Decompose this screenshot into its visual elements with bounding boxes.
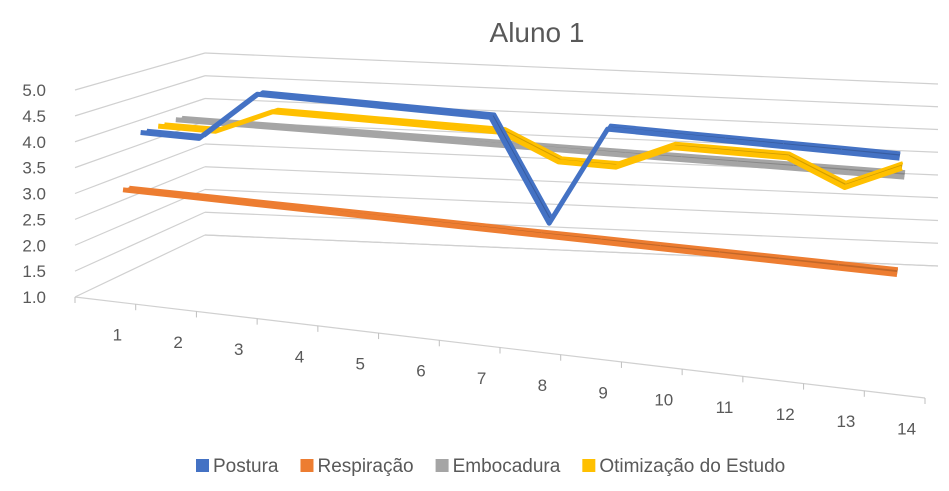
legend-swatch xyxy=(300,459,313,472)
x-tick-label: 3 xyxy=(234,340,243,359)
y-tick-label: 5.0 xyxy=(22,81,46,100)
legend-item: Respiração xyxy=(300,456,413,477)
gridline-side xyxy=(75,144,205,194)
x-tick-label: 10 xyxy=(654,391,673,410)
legend-label: Embocadura xyxy=(453,456,561,477)
x-tick-label: 6 xyxy=(416,362,425,381)
legend-item: Embocadura xyxy=(436,456,561,477)
y-tick-label: 1.0 xyxy=(22,288,46,307)
gridline-side xyxy=(75,76,205,116)
y-tick-label: 2.0 xyxy=(22,236,46,255)
grid-layer xyxy=(75,53,938,398)
legend-item: Postura xyxy=(196,456,279,477)
x-tick-label: 12 xyxy=(776,405,795,424)
y-tick-label: 1.5 xyxy=(22,262,46,281)
y-tick-label: 3.0 xyxy=(22,185,46,204)
gridline-back xyxy=(205,190,938,221)
legend-label: Respiração xyxy=(317,456,413,477)
x-tick-label: 1 xyxy=(113,326,122,345)
gridline-side xyxy=(75,235,205,297)
series-respira-o xyxy=(123,187,898,274)
legend-label: Postura xyxy=(213,456,279,477)
gridline-side xyxy=(75,53,205,90)
series-layer xyxy=(123,92,905,275)
legend-item: Otimização do Estudo xyxy=(582,456,785,477)
x-tick-label: 11 xyxy=(716,398,734,417)
x-tick-label: 7 xyxy=(477,369,486,388)
y-tick-label: 4.0 xyxy=(22,133,46,152)
y-tick-label: 2.5 xyxy=(22,210,46,229)
legend-swatch xyxy=(436,459,449,472)
x-tick-label: 14 xyxy=(897,419,916,438)
legend-swatch xyxy=(196,459,209,472)
legend: Postura Respiração Embocadura Otimização do… xyxy=(196,456,785,477)
y-tick-label: 4.5 xyxy=(22,107,46,126)
x-tick-label: 4 xyxy=(295,347,304,366)
gridline-back xyxy=(205,53,938,84)
x-tick-label: 8 xyxy=(538,376,547,395)
x-tick-label: 5 xyxy=(355,354,364,373)
y-axis-ticks: 1.0 1.5 2.0 2.5 3.0 3.5 4.0 4.5 5.0 xyxy=(22,81,46,307)
x-tick-label: 2 xyxy=(173,333,182,352)
legend-swatch xyxy=(582,459,595,472)
series-line-top xyxy=(129,187,898,269)
chart-title: Aluno 1 xyxy=(490,17,585,48)
gridline-side xyxy=(75,212,205,271)
y-tick-label: 3.5 xyxy=(22,159,46,178)
x-tick-label: 13 xyxy=(836,412,855,431)
x-tick-label: 9 xyxy=(598,383,607,402)
legend-label: Otimização do Estudo xyxy=(599,456,785,477)
